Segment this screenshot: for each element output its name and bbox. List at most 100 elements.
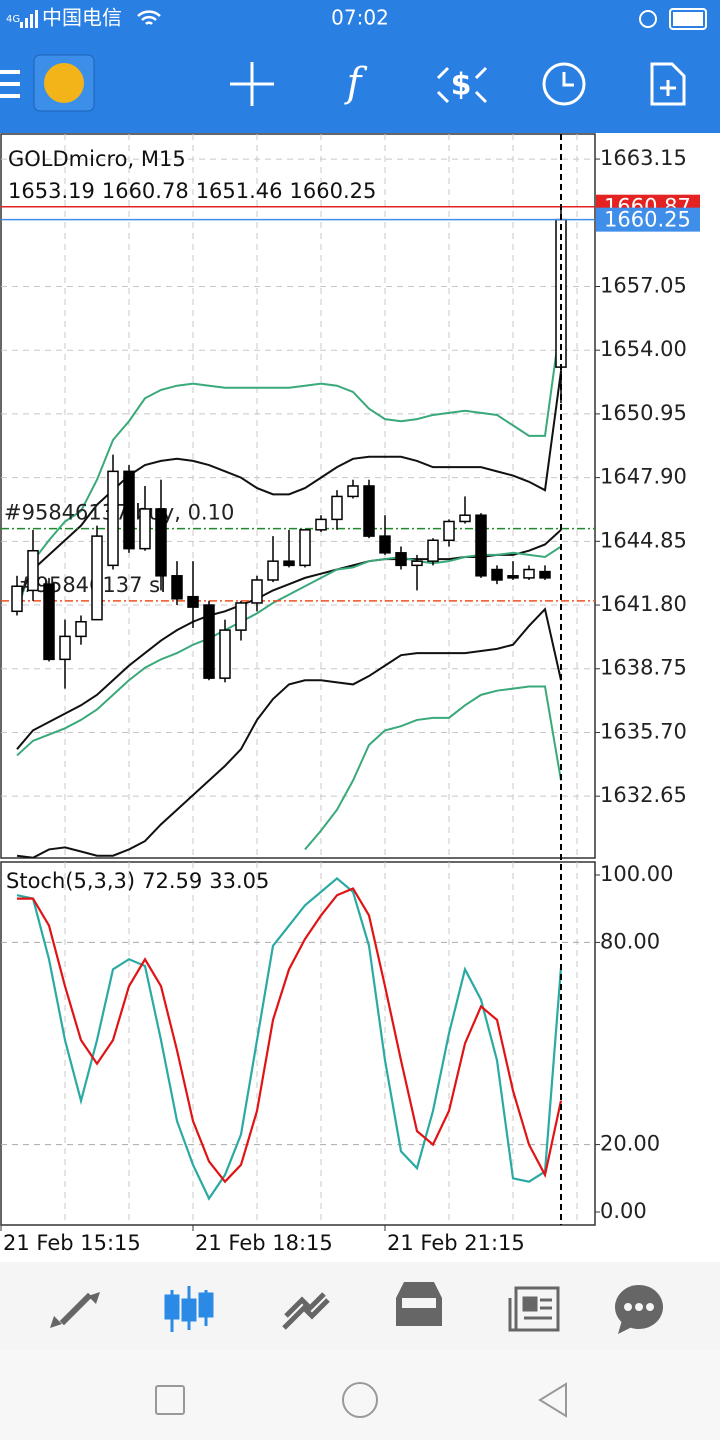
candle-body	[27, 549, 39, 592]
battery-icon	[669, 8, 707, 30]
stoch-name: Stoch(5,3,3)	[6, 869, 135, 893]
candle-body	[123, 470, 135, 550]
y-tick-label: 1635.70	[600, 719, 687, 743]
candle-body	[523, 568, 535, 579]
stoch-value: 33.05	[209, 869, 269, 893]
candle-body	[363, 485, 375, 537]
ohlc-line: 1653.19 1660.78 1651.46 1660.25	[8, 179, 376, 203]
stoch-title: Stoch(5,3,3) 72.59 33.05	[6, 869, 269, 893]
candle-body	[187, 595, 199, 608]
y-tick-label: 1663.15	[600, 146, 687, 170]
candle-body	[331, 495, 343, 521]
y-tick-label: 100.00	[600, 862, 673, 886]
stoch-line	[16, 876, 563, 1201]
candle-body	[299, 529, 311, 567]
stoch-value: 72.59	[142, 869, 202, 893]
clock: 07:02	[331, 6, 389, 30]
y-tick-label: 1650.95	[600, 401, 687, 425]
order-label: #95846137 buy, 0.10	[4, 501, 234, 525]
ohlc-close: 1660.25	[290, 179, 377, 203]
candle-body	[139, 508, 151, 550]
price-plot: #95846137 buy, 0.10#95846137 sl	[1, 205, 595, 858]
history-tab[interactable]	[396, 1282, 442, 1326]
candle-body	[283, 560, 295, 567]
trade-button[interactable]: $	[436, 66, 488, 104]
indicator-line	[16, 318, 562, 612]
wifi-icon	[137, 10, 161, 25]
candle-body	[475, 514, 487, 577]
candle-body	[459, 514, 471, 523]
bid-label: 1660.25	[604, 208, 691, 232]
stoch-pane	[0, 861, 596, 1226]
candle-body	[75, 620, 87, 638]
candle-body	[267, 560, 279, 581]
ohlc-high: 1660.78	[102, 179, 189, 203]
y-tick-label: 0.00	[600, 1199, 647, 1223]
candle-body	[107, 470, 119, 567]
price-pane	[0, 133, 596, 859]
news-tab[interactable]	[508, 1286, 560, 1332]
bottom-nav	[0, 1262, 720, 1350]
signal-icon	[20, 10, 38, 28]
stoch-plot	[16, 876, 563, 1201]
x-tick-label: 21 Feb 15:15	[3, 1231, 141, 1255]
candle-body	[251, 579, 263, 604]
recents-button[interactable]	[155, 1385, 185, 1415]
y-tick-label: 1641.80	[600, 592, 687, 616]
y-tick-label: 1647.90	[600, 465, 687, 489]
candle-body	[443, 520, 455, 542]
candle-body	[59, 635, 71, 661]
y-tick-label: 1644.85	[600, 528, 687, 552]
chat-tab[interactable]	[615, 1285, 663, 1334]
y-tick-label: 1657.05	[600, 273, 687, 297]
candle-body	[395, 552, 407, 567]
candle-body	[11, 585, 23, 613]
candle-body	[491, 568, 503, 581]
carrier: 中国电信	[42, 6, 122, 30]
y-tick-label: 20.00	[600, 1132, 660, 1156]
y-tick-label: 1654.00	[600, 337, 687, 361]
alarm-icon	[639, 10, 657, 28]
x-tick-label: 21 Feb 21:15	[387, 1231, 525, 1255]
x-tick-label: 21 Feb 18:15	[195, 1231, 333, 1255]
indicator-line	[16, 607, 562, 858]
candle-body	[43, 583, 55, 661]
candle-body	[219, 629, 231, 679]
candle-body	[235, 602, 247, 631]
system-nav	[0, 1350, 720, 1440]
crosshair-button[interactable]	[230, 62, 274, 106]
bid-label-box	[596, 207, 700, 232]
ohlc-open: 1653.19	[8, 179, 95, 203]
candle-body	[507, 575, 519, 579]
ohlc-low: 1651.46	[196, 179, 283, 203]
indicator-line	[16, 545, 562, 757]
candle-body	[203, 604, 215, 679]
home-button[interactable]	[342, 1382, 378, 1418]
chart-area: 1663.15 1657.05 1654.00 1650.95 1647.90 1644.…	[0, 133, 700, 1255]
logo-emblem	[44, 63, 84, 103]
y-tick-label: 1632.65	[600, 783, 687, 807]
quotes-tab[interactable]	[50, 1292, 100, 1328]
candle-body	[427, 539, 439, 562]
back-button[interactable]	[538, 1382, 567, 1418]
trade-tab[interactable]	[282, 1292, 330, 1330]
signal-type: 4G	[6, 14, 20, 25]
candle-body	[155, 508, 167, 577]
candle-body	[379, 535, 391, 554]
svg-text:$: $	[451, 68, 472, 103]
candle-body	[347, 485, 359, 498]
indicator-line	[304, 685, 562, 851]
chart-tab[interactable]	[164, 1286, 214, 1332]
chart-title: GOLDmicro, M15	[8, 147, 186, 171]
new-order-button[interactable]	[650, 62, 686, 106]
candle-body	[411, 560, 423, 567]
candle-body	[91, 535, 103, 621]
stoch-line	[17, 887, 563, 1184]
candle-body	[171, 575, 183, 600]
period-button[interactable]	[542, 62, 586, 106]
candle-body	[315, 518, 327, 531]
menu-button[interactable]	[0, 70, 20, 98]
candle-body	[539, 570, 551, 579]
